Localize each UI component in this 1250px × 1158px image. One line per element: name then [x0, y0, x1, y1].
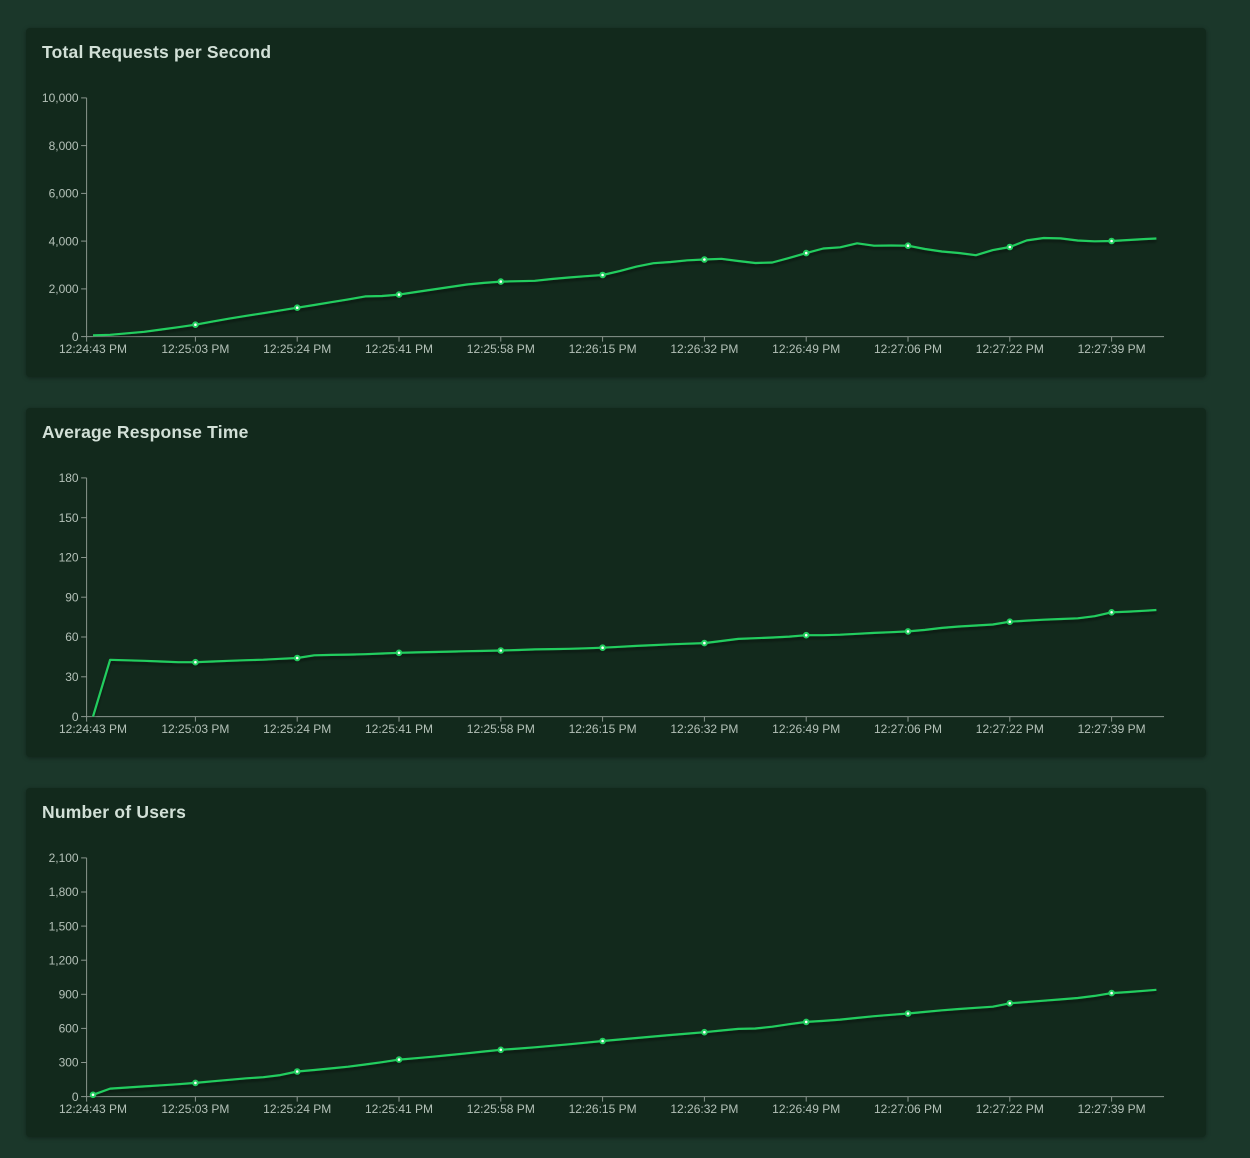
svg-text:1,800: 1,800 [49, 885, 79, 899]
svg-text:12:25:24 PM: 12:25:24 PM [263, 342, 331, 356]
svg-text:12:27:22 PM: 12:27:22 PM [976, 342, 1044, 356]
svg-text:180: 180 [59, 471, 79, 485]
svg-text:12:25:03 PM: 12:25:03 PM [161, 1102, 229, 1116]
svg-text:12:26:15 PM: 12:26:15 PM [569, 722, 637, 736]
svg-text:6,000: 6,000 [49, 187, 79, 201]
svg-text:900: 900 [59, 988, 79, 1002]
svg-text:12:25:03 PM: 12:25:03 PM [161, 722, 229, 736]
svg-text:120: 120 [59, 551, 79, 565]
svg-text:12:27:39 PM: 12:27:39 PM [1078, 722, 1146, 736]
svg-text:12:24:43 PM: 12:24:43 PM [59, 342, 127, 356]
svg-text:12:25:03 PM: 12:25:03 PM [161, 342, 229, 356]
svg-text:12:25:58 PM: 12:25:58 PM [467, 722, 535, 736]
svg-text:2,100: 2,100 [49, 851, 79, 865]
svg-text:0: 0 [72, 710, 79, 724]
svg-text:12:26:15 PM: 12:26:15 PM [569, 342, 637, 356]
svg-text:8,000: 8,000 [49, 139, 79, 153]
svg-text:12:27:39 PM: 12:27:39 PM [1078, 1102, 1146, 1116]
svg-text:90: 90 [65, 590, 79, 604]
svg-text:2,000: 2,000 [49, 282, 79, 296]
svg-text:60: 60 [65, 630, 79, 644]
svg-text:12:25:41 PM: 12:25:41 PM [365, 1102, 433, 1116]
svg-text:12:27:06 PM: 12:27:06 PM [874, 722, 942, 736]
svg-text:10,000: 10,000 [42, 91, 79, 105]
svg-text:300: 300 [59, 1056, 79, 1070]
svg-text:12:26:49 PM: 12:26:49 PM [772, 1102, 840, 1116]
svg-text:12:26:32 PM: 12:26:32 PM [670, 722, 738, 736]
svg-text:12:27:06 PM: 12:27:06 PM [874, 342, 942, 356]
svg-text:150: 150 [59, 511, 79, 525]
svg-text:12:25:58 PM: 12:25:58 PM [467, 1102, 535, 1116]
svg-text:12:27:22 PM: 12:27:22 PM [976, 722, 1044, 736]
svg-text:12:25:24 PM: 12:25:24 PM [263, 722, 331, 736]
svg-text:12:27:06 PM: 12:27:06 PM [874, 1102, 942, 1116]
svg-text:12:26:49 PM: 12:26:49 PM [772, 722, 840, 736]
svg-text:12:27:22 PM: 12:27:22 PM [976, 1102, 1044, 1116]
svg-text:0: 0 [72, 330, 79, 344]
svg-text:12:25:58 PM: 12:25:58 PM [467, 342, 535, 356]
svg-text:12:25:24 PM: 12:25:24 PM [263, 1102, 331, 1116]
svg-text:12:24:43 PM: 12:24:43 PM [59, 1102, 127, 1116]
svg-text:30: 30 [65, 670, 79, 684]
svg-text:0: 0 [72, 1090, 79, 1104]
svg-text:12:26:32 PM: 12:26:32 PM [670, 342, 738, 356]
svg-text:12:27:39 PM: 12:27:39 PM [1078, 342, 1146, 356]
svg-text:12:25:41 PM: 12:25:41 PM [365, 342, 433, 356]
svg-text:12:26:32 PM: 12:26:32 PM [670, 1102, 738, 1116]
svg-text:12:24:43 PM: 12:24:43 PM [59, 722, 127, 736]
svg-text:600: 600 [59, 1022, 79, 1036]
svg-text:4,000: 4,000 [49, 234, 79, 248]
svg-text:1,200: 1,200 [49, 953, 79, 967]
svg-text:12:26:15 PM: 12:26:15 PM [569, 1102, 637, 1116]
svg-text:12:26:49 PM: 12:26:49 PM [772, 342, 840, 356]
svg-text:1,500: 1,500 [49, 919, 79, 933]
svg-text:12:25:41 PM: 12:25:41 PM [365, 722, 433, 736]
